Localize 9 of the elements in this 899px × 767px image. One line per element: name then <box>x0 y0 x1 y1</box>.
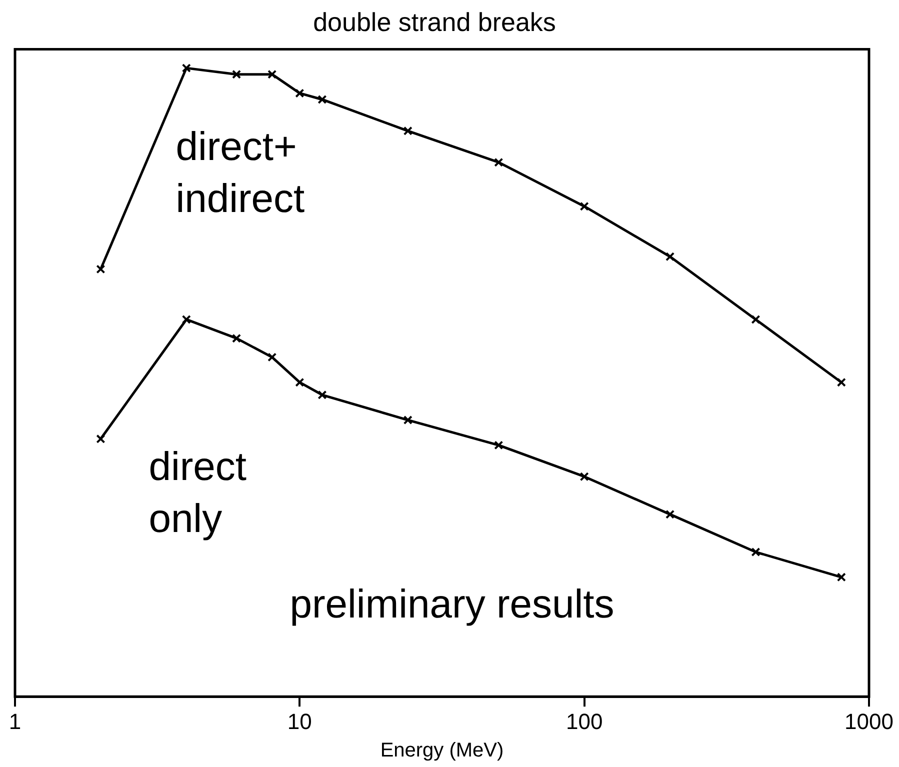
x-tick-label: 1000 <box>844 708 894 734</box>
x-tick-label: 10 <box>287 708 312 734</box>
x-axis-title: Energy (MeV) <box>380 740 504 762</box>
x-tick-label: 1 <box>8 708 22 734</box>
chart-title: double strand breaks <box>313 6 556 37</box>
series-label: direct+ indirect <box>176 125 305 222</box>
series-label: direct only <box>148 444 247 541</box>
x-tick-label: 100 <box>566 708 603 734</box>
annotation: preliminary results <box>290 582 614 627</box>
